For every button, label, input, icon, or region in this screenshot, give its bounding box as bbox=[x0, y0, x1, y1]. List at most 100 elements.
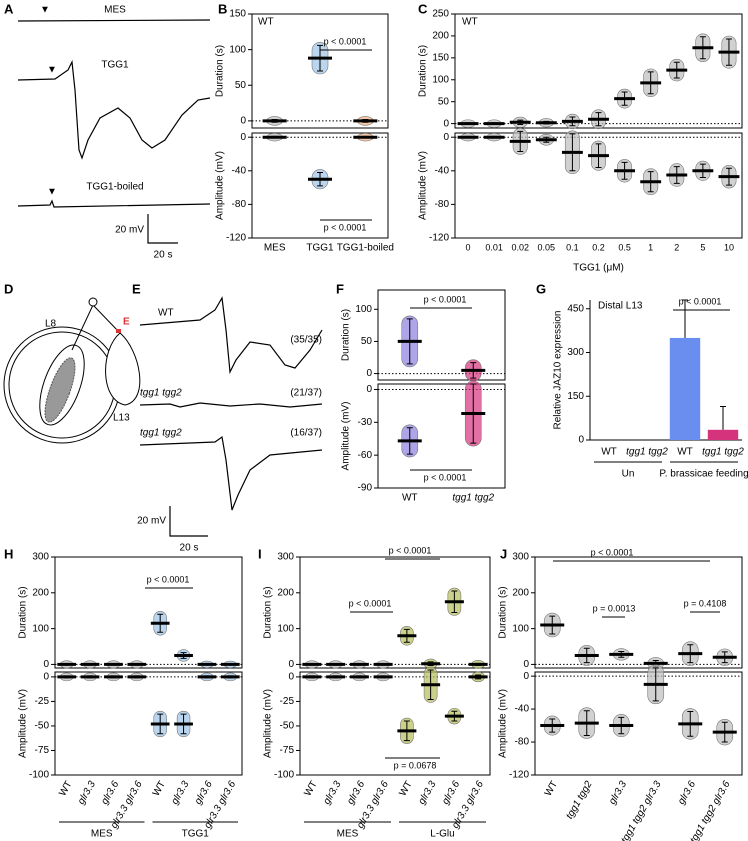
scale-label: 20 s bbox=[180, 543, 199, 554]
x-tick-label: glr3.3 bbox=[76, 779, 98, 807]
y-tick-label: 300 bbox=[567, 347, 584, 358]
error-bar bbox=[682, 299, 688, 338]
trace-label: TGG1-boiled bbox=[86, 182, 143, 193]
x-tick-label: 1 bbox=[648, 242, 653, 252]
y-tick-label: 150 bbox=[567, 391, 584, 402]
scale-bar bbox=[169, 506, 208, 537]
y-tick-label: 0 bbox=[288, 672, 294, 683]
x-tick-label: tgg1 tgg2 bbox=[626, 447, 668, 458]
panel-label: F bbox=[336, 281, 344, 296]
y-tick-label: -25 bbox=[35, 696, 50, 707]
y-tick-label: -90 bbox=[358, 483, 373, 494]
y-tick-label: 50 bbox=[438, 96, 450, 107]
leaf-label: L8 bbox=[45, 319, 57, 330]
trace bbox=[17, 19, 211, 22]
y-tick-label: -40 bbox=[435, 165, 450, 176]
y-tick-label: 100 bbox=[32, 623, 49, 634]
y-tick-label: 200 bbox=[277, 587, 294, 598]
bar bbox=[707, 429, 739, 440]
electrode bbox=[116, 329, 121, 333]
x-tick-label: tgg1 tgg2 bbox=[564, 779, 595, 821]
panel-label: J bbox=[500, 546, 507, 561]
y-tick-label: 0 bbox=[523, 659, 529, 670]
y-tick-label: 150 bbox=[432, 52, 449, 63]
stim-arrow: ▼ bbox=[47, 187, 57, 198]
y-tick-label: 100 bbox=[432, 74, 449, 85]
y-tick-label: 200 bbox=[432, 31, 449, 42]
x-tick-label: 0.2 bbox=[592, 242, 605, 252]
petiole bbox=[71, 304, 121, 351]
trace bbox=[139, 435, 323, 511]
caterpillar bbox=[44, 357, 76, 423]
panel-label: E bbox=[132, 281, 141, 296]
y-tick-label: 0 bbox=[288, 659, 294, 670]
y-tick-label: -75 bbox=[280, 745, 295, 756]
plot-frame bbox=[534, 556, 743, 669]
y-axis-label: Amplitude (mV) bbox=[341, 402, 352, 471]
y-tick-label: -120 bbox=[226, 233, 246, 244]
y-tick-label: 0 bbox=[240, 116, 246, 127]
y-tick-label: -80 bbox=[435, 199, 450, 210]
x-tick-label: 0.5 bbox=[618, 242, 631, 252]
x-tick-label: 2 bbox=[674, 242, 679, 252]
stim-arrow: ▼ bbox=[47, 65, 57, 76]
plot-frame bbox=[54, 556, 243, 669]
y-tick-label: 0 bbox=[443, 132, 449, 143]
y-tick-label: -100 bbox=[274, 770, 294, 781]
y-axis-label: Amplitude (mV) bbox=[263, 689, 274, 758]
y-tick-label: -75 bbox=[35, 745, 50, 756]
panel-tag: WT bbox=[462, 17, 478, 28]
trace-label: tgg1 tgg2 bbox=[140, 388, 182, 399]
group-label: P. brassicae feeding bbox=[659, 469, 748, 480]
plot-frame bbox=[299, 671, 491, 776]
trace bbox=[17, 59, 211, 160]
x-tick-label: glr3.3 bbox=[416, 779, 438, 807]
p-value: p < 0.0001 bbox=[324, 36, 367, 46]
panel-label: H bbox=[4, 546, 13, 561]
x-tick-label: 0 bbox=[466, 242, 471, 252]
scale-bar bbox=[147, 214, 178, 244]
x-tick-label: tgg1 tgg2 bbox=[452, 493, 494, 504]
y-tick-label: -120 bbox=[429, 233, 449, 244]
y-tick-label: -80 bbox=[232, 199, 247, 210]
group-label: Un bbox=[622, 469, 635, 480]
y-axis-label: Amplitude (mV) bbox=[498, 689, 509, 758]
panel-label: D bbox=[4, 281, 13, 296]
trace bbox=[139, 296, 323, 375]
y-axis-label: Amplitude (mV) bbox=[418, 151, 429, 220]
trace-label: MES bbox=[104, 5, 126, 16]
y-tick-label: 300 bbox=[32, 552, 49, 563]
y-tick-label: 0 bbox=[240, 132, 246, 143]
plot-frame bbox=[251, 132, 389, 239]
y-axis-label: Relative JAZ10 expression bbox=[553, 311, 564, 430]
y-tick-label: 0 bbox=[43, 672, 49, 683]
scale-label: 20 mV bbox=[115, 225, 144, 236]
stim-arrow: ▼ bbox=[40, 5, 50, 16]
p-value: p = 0.4108 bbox=[684, 598, 727, 608]
y-tick-label: 50 bbox=[235, 80, 247, 91]
panel-tag: WT bbox=[258, 17, 274, 28]
y-tick-label: 100 bbox=[277, 623, 294, 634]
y-tick-label: 150 bbox=[229, 9, 246, 20]
x-tick-label: TGG1 bbox=[306, 243, 334, 254]
y-tick-label: 100 bbox=[229, 44, 246, 55]
x-tick-label: glr3.3 bbox=[321, 779, 343, 807]
panel-label: G bbox=[536, 281, 546, 296]
x-tick-label: WT bbox=[302, 779, 319, 798]
leaf-label: L13 bbox=[113, 413, 130, 424]
group-label: MES bbox=[337, 829, 359, 840]
x-tick-label: glr3.3 bbox=[169, 779, 191, 807]
plot-frame bbox=[54, 671, 243, 776]
plot-frame bbox=[377, 383, 506, 489]
y-tick-label: -100 bbox=[29, 770, 49, 781]
trace bbox=[17, 199, 211, 208]
scale-label: 20 mV bbox=[137, 516, 166, 527]
trace bbox=[139, 402, 323, 408]
x-axis-label: TGG1 (μM) bbox=[573, 263, 624, 274]
plot-frame bbox=[454, 132, 743, 239]
y-axis-label: Duration (s) bbox=[418, 45, 429, 97]
scale-label: 20 s bbox=[154, 250, 173, 261]
plot-frame bbox=[377, 289, 506, 381]
y-tick-label: -80 bbox=[515, 737, 530, 748]
